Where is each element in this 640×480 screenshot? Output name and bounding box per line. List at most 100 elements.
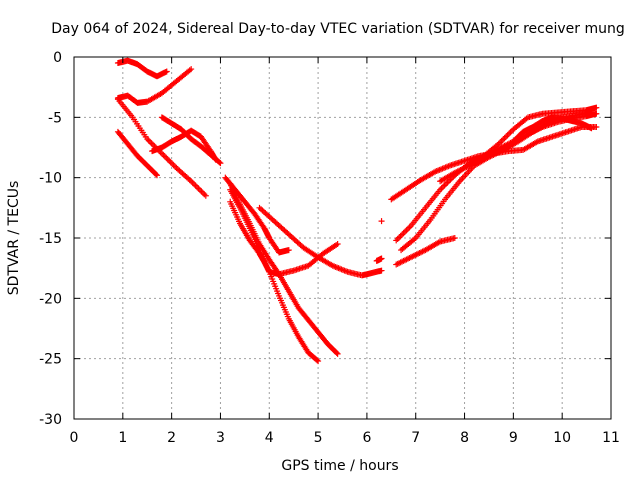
data-point-interp: [245, 218, 252, 225]
data-point-interp: [460, 158, 467, 165]
data-point-interp: [591, 123, 598, 130]
data-point: [202, 192, 209, 199]
data-point-interp: [163, 154, 170, 161]
data-point-interp: [191, 181, 198, 188]
x-tick-label: 4: [265, 430, 274, 446]
data-point-interp: [444, 179, 451, 186]
series-18: [510, 114, 595, 145]
data-point-interp: [142, 133, 149, 140]
data-point-interp: [148, 140, 155, 147]
data-point-interp: [377, 267, 384, 274]
data-point-interp: [172, 163, 179, 170]
data-point-interp: [201, 191, 208, 198]
data-point-interp: [303, 314, 310, 321]
x-tick-label: 11: [602, 430, 620, 446]
data-point-interp: [161, 153, 168, 160]
data-point-interp: [533, 139, 540, 146]
series-2: [114, 96, 209, 199]
data-point-interp: [440, 183, 447, 190]
data-point-interp: [503, 133, 510, 140]
data-point-interp: [547, 134, 554, 141]
data-point-interp: [284, 230, 291, 237]
data-point-interp: [440, 198, 447, 205]
data-point-interp: [587, 124, 594, 131]
x-tick-label: 6: [362, 430, 371, 446]
data-point-interp: [164, 156, 171, 163]
x-tick-label: 0: [70, 430, 79, 446]
data-point-interp: [147, 138, 154, 145]
data-point-interp: [249, 208, 256, 215]
series-12: [378, 218, 385, 225]
data-point-interp: [401, 228, 408, 235]
data-point-interp: [153, 171, 160, 178]
data-point-interp: [192, 182, 199, 189]
series-11: [373, 255, 385, 264]
data-point-interp: [592, 110, 599, 117]
y-tick-label: -25: [39, 352, 62, 368]
data-point-interp: [162, 68, 169, 75]
data-point-interp: [216, 159, 223, 166]
data-point-interp: [236, 199, 243, 206]
series-13: [388, 123, 600, 203]
data-point-interp: [438, 185, 445, 192]
series-17: [437, 104, 600, 185]
data-point-interp: [275, 269, 282, 276]
data-point-interp: [397, 233, 404, 240]
series-15: [393, 235, 458, 268]
data-point-interp: [435, 239, 442, 246]
data-point-interp: [265, 266, 272, 273]
x-tick-label: 10: [553, 430, 571, 446]
data-point-interp: [421, 206, 428, 213]
data-point-interp: [275, 290, 282, 297]
y-tick-label: -10: [39, 171, 62, 187]
data-point-interp: [333, 241, 340, 248]
series-3: [114, 128, 160, 179]
y-tick-label: -5: [48, 110, 62, 126]
data-point-interp: [518, 147, 525, 154]
data-point-interp: [150, 141, 157, 148]
data-point-interp: [455, 180, 462, 187]
data-point-interp: [284, 247, 291, 254]
data-point-interp: [403, 227, 410, 234]
data-point-interp: [196, 186, 203, 193]
data-point-interp: [128, 112, 135, 119]
data-point-interp: [265, 255, 272, 262]
x-tick-label: 9: [509, 430, 518, 446]
data-point-interp: [322, 338, 329, 345]
data-point-interp: [198, 188, 205, 195]
data-point-interp: [396, 234, 403, 241]
data-point-interp: [501, 135, 508, 142]
y-tick-label: -15: [39, 231, 62, 247]
data-point-interp: [498, 137, 505, 144]
data-point-interp: [378, 255, 385, 262]
data-point-interp: [332, 348, 339, 355]
data-point-interp: [504, 132, 511, 139]
data-point-interp: [441, 182, 448, 189]
data-point-interp: [508, 127, 515, 134]
data-point: [158, 150, 165, 157]
x-tick-label: 1: [118, 430, 127, 446]
data-point-interp: [186, 176, 193, 183]
series-5: [158, 114, 224, 167]
data-point-interp: [194, 184, 201, 191]
data-point-interp: [425, 218, 432, 225]
data-point: [378, 218, 385, 225]
data-point-interp: [167, 159, 174, 166]
data-point-interp: [142, 160, 149, 167]
x-tick-label: 8: [460, 430, 469, 446]
data-point-interp: [195, 132, 202, 139]
data-point-interp: [195, 185, 202, 192]
data-point-interp: [562, 129, 569, 136]
data-point-interp: [269, 216, 276, 223]
data-point-interp: [284, 286, 291, 293]
x-tick-label: 2: [167, 430, 176, 446]
data-point-interp: [394, 235, 401, 242]
series-1: [114, 66, 195, 106]
series-8: [227, 186, 322, 365]
x-axis-label: GPS time / hours: [281, 458, 398, 474]
data-point-interp: [289, 267, 296, 274]
data-point-interp: [199, 189, 206, 196]
data-point-interp: [186, 67, 193, 74]
data-point-interp: [400, 230, 407, 237]
data-point-interp: [435, 188, 442, 195]
